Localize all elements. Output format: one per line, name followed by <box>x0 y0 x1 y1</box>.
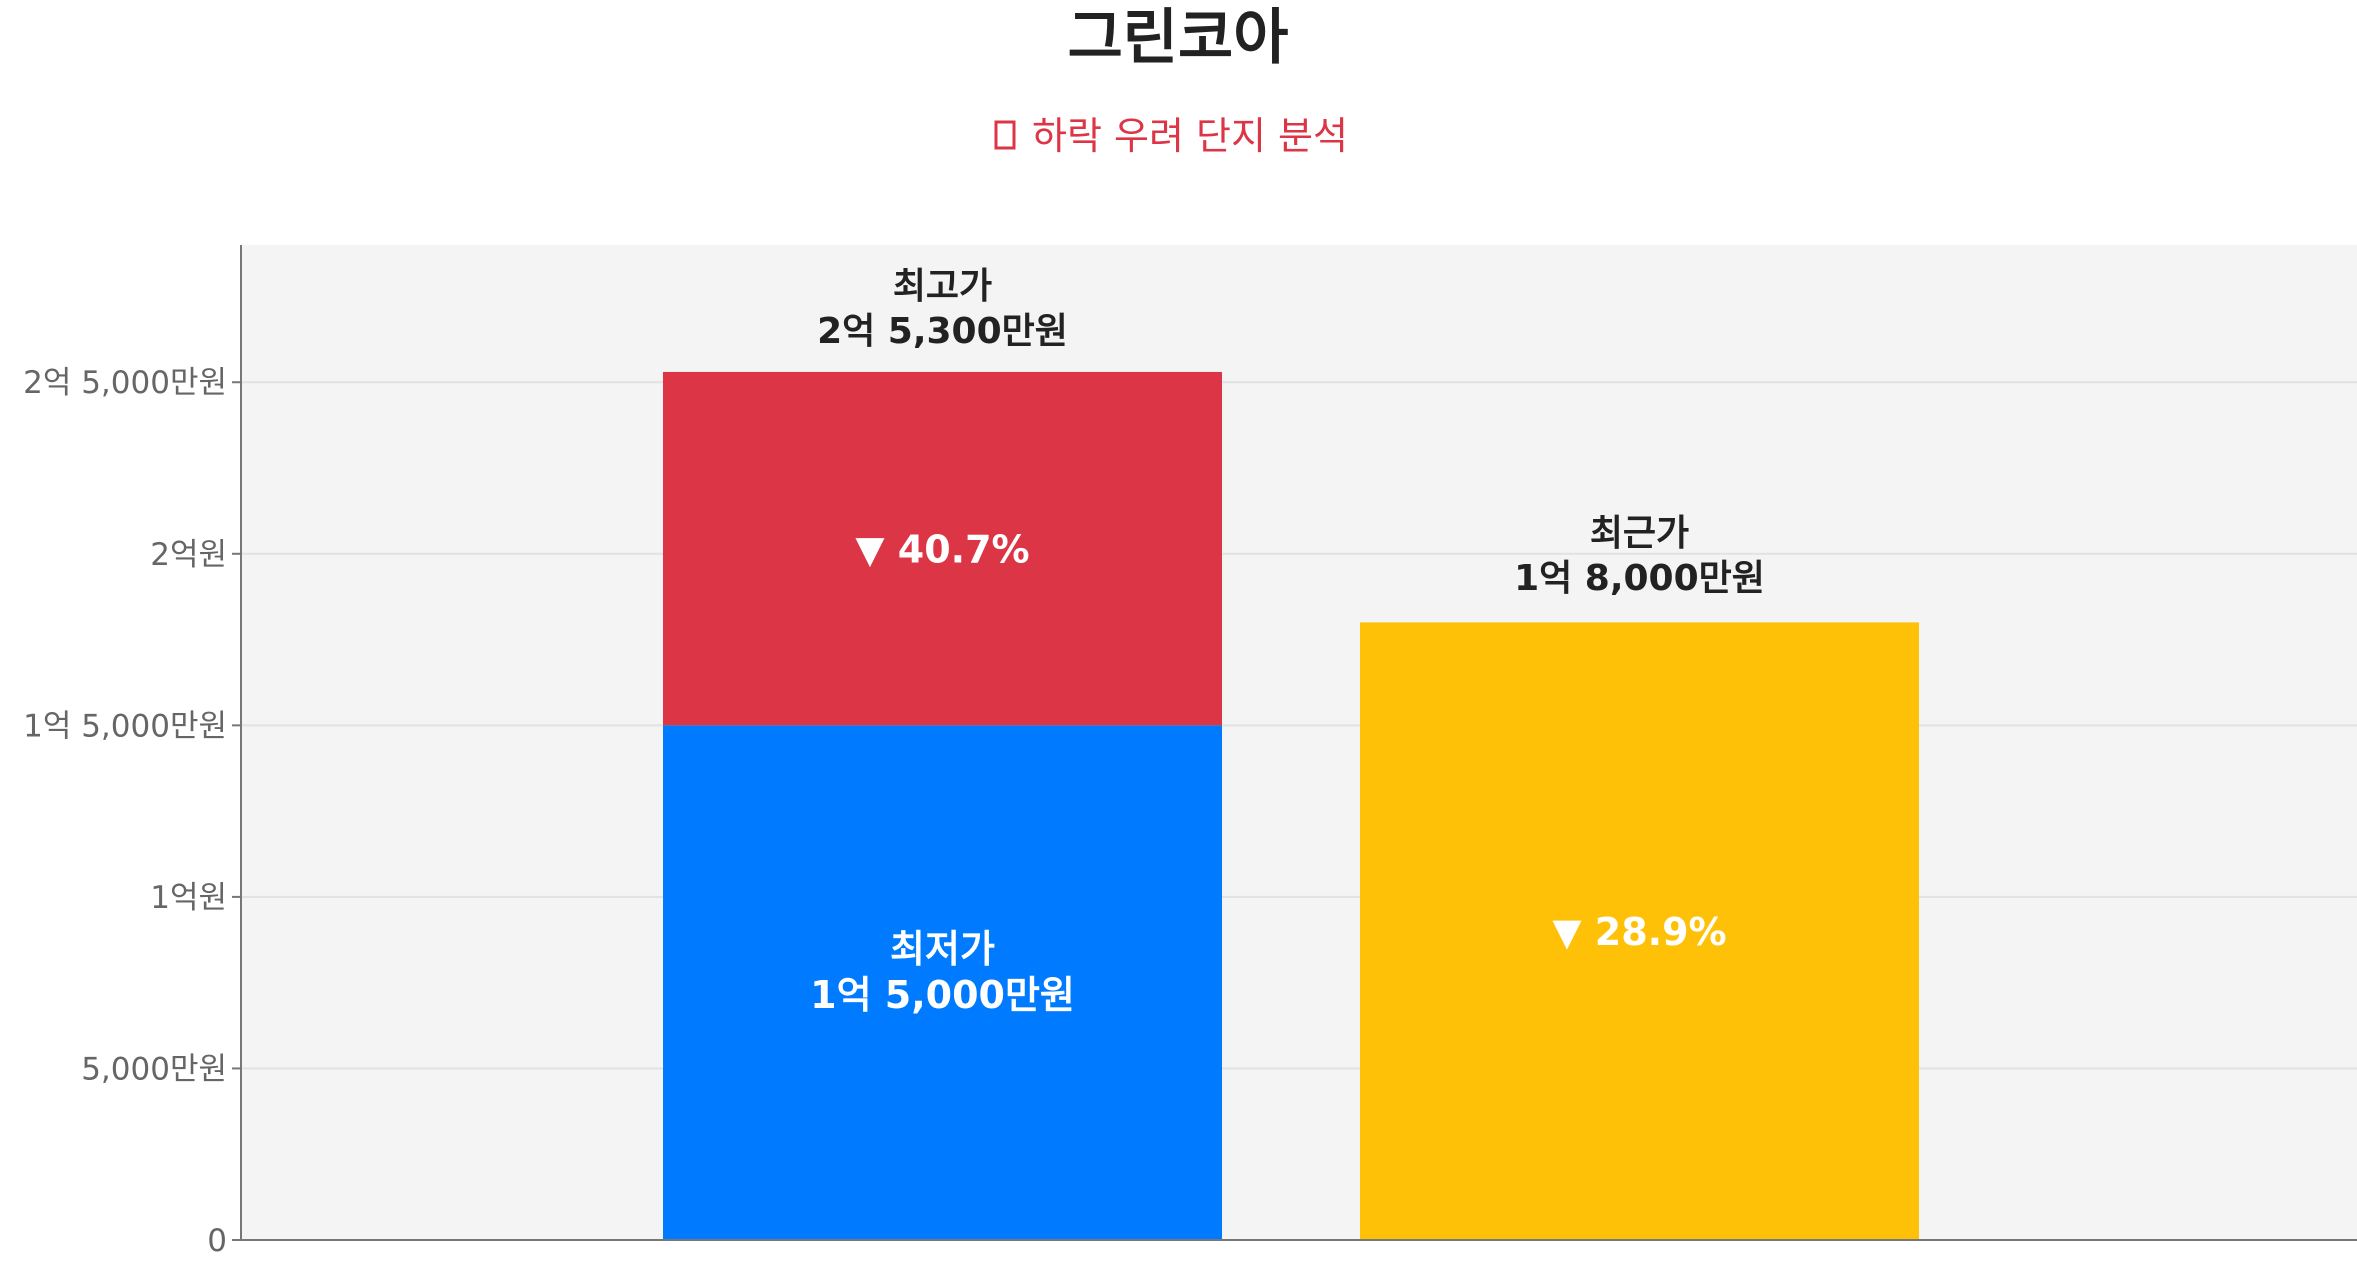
y-tick-label: 1억원 <box>150 880 227 916</box>
label-recent-name: 최근가 <box>1590 513 1689 554</box>
chart-subtitle-group: 하락 우려 단지 분석 <box>994 114 1348 158</box>
label-drop-from-high: ▼ 40.7% <box>855 528 1029 572</box>
warning-icon <box>994 120 1016 150</box>
grid-lines <box>241 381 2357 1070</box>
chart-title: 그린코아 <box>1068 3 1289 73</box>
y-tick-label: 1억 5,000만원 <box>23 708 227 744</box>
label-highest-value: 2억 5,300만원 <box>817 311 1068 352</box>
y-tick-label: 2억 5,000만원 <box>23 365 227 401</box>
y-tick-label: 0 <box>207 1223 227 1259</box>
label-recent-value: 1억 8,000만원 <box>1514 558 1765 599</box>
y-tick-label: 2억원 <box>150 537 227 573</box>
y-axis-ticks: 0 5,000만원 1억원 1억 5,000만원 2억원 2억 5,000만원 <box>23 365 241 1259</box>
plot-area <box>241 245 2357 1239</box>
bar-lowest-price <box>663 725 1222 1240</box>
chart-subtitle: 하락 우려 단지 분석 <box>1032 114 1348 158</box>
label-lowest-value: 1억 5,000만원 <box>810 973 1075 1017</box>
label-drop-recent: ▼ 28.9% <box>1552 910 1726 954</box>
label-lowest-name: 최저가 <box>890 927 995 971</box>
bar-highest-price <box>663 371 1222 726</box>
label-highest-name: 최고가 <box>893 266 992 307</box>
y-tick-label: 5,000만원 <box>81 1051 227 1087</box>
bar-recent-price <box>1360 622 1919 1240</box>
